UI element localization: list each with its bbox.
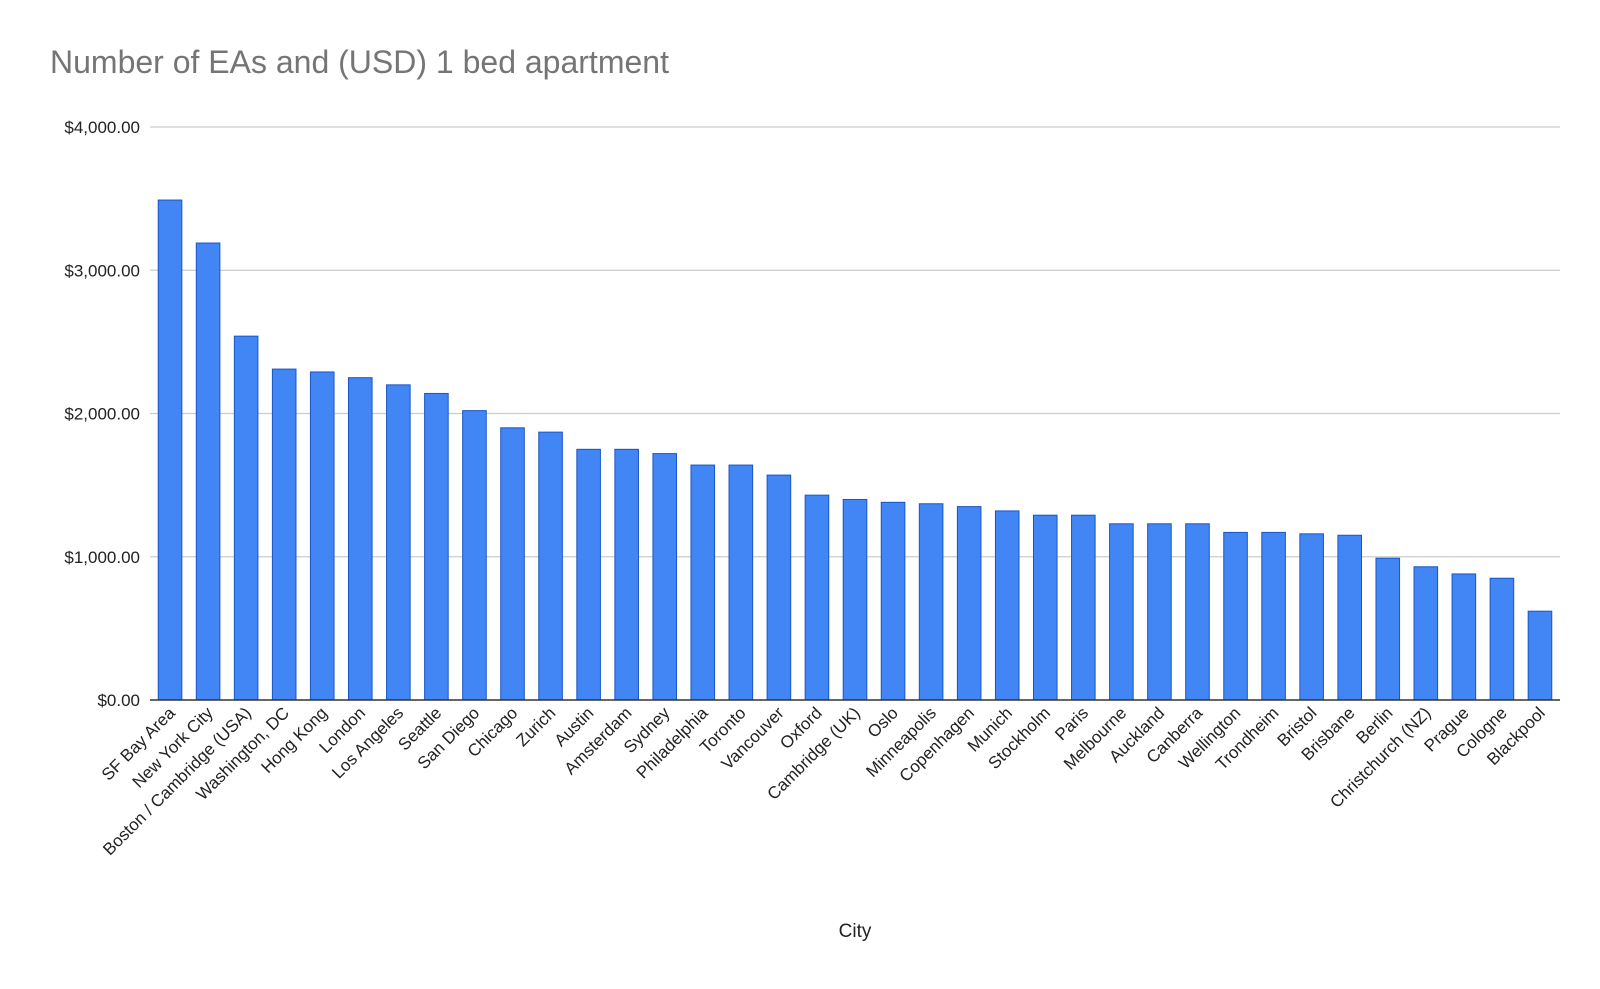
bar bbox=[1527, 610, 1553, 701]
bar bbox=[1032, 514, 1058, 701]
bars bbox=[157, 199, 1553, 701]
bar bbox=[1413, 566, 1439, 701]
bar bbox=[233, 335, 259, 701]
bar bbox=[271, 368, 297, 701]
bar bbox=[880, 501, 906, 701]
bar bbox=[690, 464, 716, 701]
bar bbox=[1147, 523, 1172, 701]
bar bbox=[1375, 557, 1401, 701]
bar bbox=[842, 498, 868, 701]
bar bbox=[309, 371, 335, 701]
x-tick-label: Boston / Cambridge (USA) bbox=[99, 703, 255, 859]
bar bbox=[348, 377, 373, 701]
bar bbox=[462, 410, 487, 701]
x-axis-title: City bbox=[839, 921, 872, 942]
bar bbox=[157, 199, 183, 701]
y-axis-ticks: $0.00 $1,000.00 $2,000.00 $3,000.00 $4,000.0… bbox=[64, 118, 140, 710]
bar bbox=[766, 474, 792, 701]
bar bbox=[1109, 523, 1134, 701]
y-tick-label: $0.00 bbox=[97, 691, 140, 710]
y-tick-label: $4,000.00 bbox=[64, 118, 140, 137]
bar bbox=[195, 242, 221, 701]
x-tick-label: Zurich bbox=[513, 703, 560, 750]
bar bbox=[1451, 573, 1477, 701]
bar bbox=[1071, 514, 1096, 701]
bar bbox=[614, 448, 639, 701]
bar bbox=[918, 503, 944, 701]
y-tick-label: $3,000.00 bbox=[64, 261, 140, 280]
chart-title: Number of EAs and (USD) 1 bed apartment bbox=[50, 44, 669, 80]
bar bbox=[386, 384, 411, 701]
y-tick-label: $2,000.00 bbox=[64, 405, 140, 424]
bar bbox=[538, 431, 563, 701]
bar bbox=[1261, 531, 1286, 701]
bar bbox=[994, 510, 1020, 701]
bar bbox=[500, 427, 525, 701]
bar bbox=[1489, 577, 1515, 701]
bar bbox=[424, 392, 449, 701]
bar bbox=[956, 506, 982, 701]
bar bbox=[652, 453, 678, 701]
bar bbox=[576, 448, 601, 701]
y-tick-label: $1,000.00 bbox=[64, 548, 140, 567]
bar bbox=[1185, 523, 1210, 701]
bar bbox=[1337, 534, 1362, 701]
bar bbox=[1223, 531, 1248, 701]
gridlines bbox=[150, 126, 1560, 558]
bar bbox=[804, 494, 830, 701]
bar bbox=[728, 464, 754, 701]
bar bbox=[1299, 533, 1324, 701]
